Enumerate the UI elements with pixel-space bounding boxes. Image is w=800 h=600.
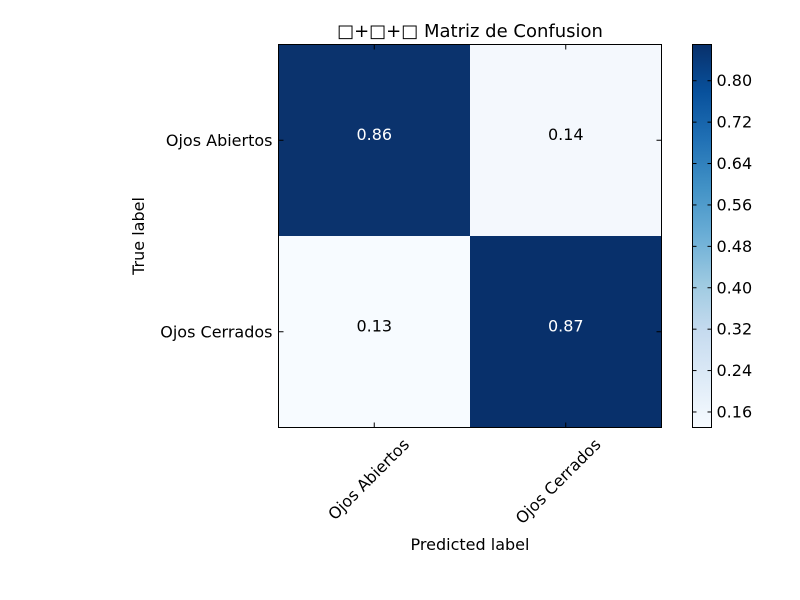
colorbar-tick-label: 0.72 — [717, 113, 753, 132]
colorbar-tick-label: 0.48 — [717, 237, 753, 256]
colorbar-tick-label: 0.24 — [717, 361, 753, 380]
heatmap-cell — [278, 236, 470, 428]
colorbar-tick-label: 0.32 — [717, 320, 753, 339]
y-ticks: Ojos Abiertos Ojos Cerrados — [160, 131, 662, 341]
colorbar-gradient — [692, 44, 712, 428]
colorbar-tick-label: 0.56 — [717, 195, 753, 214]
y-tick-label: Ojos Abiertos — [166, 131, 273, 150]
cell-value-label: 0.87 — [548, 316, 584, 335]
cell-value-label: 0.13 — [356, 316, 392, 335]
heatmap-cell — [470, 236, 662, 428]
x-tick-label: Ojos Abiertos — [324, 435, 413, 524]
chart-title: □+□+□ Matriz de Confusion — [337, 21, 603, 42]
y-tick-label: Ojos Cerrados — [160, 322, 272, 341]
colorbar-ticks: 0.16 0.24 0.32 0.40 0.48 0.56 0.64 0.72 0.80 — [692, 71, 753, 421]
colorbar-tick-label: 0.40 — [717, 278, 753, 297]
colorbar-tick-label: 0.80 — [717, 71, 753, 90]
cell-value-label: 0.86 — [356, 125, 392, 144]
heatmap-cells: 0.86 0.14 0.13 0.87 — [278, 44, 662, 428]
heatmap-cell — [278, 44, 470, 236]
x-tick-label: Ojos Cerrados — [512, 435, 605, 528]
colorbar-tick-label: 0.64 — [717, 154, 753, 173]
x-axis-label: Predicted label — [411, 535, 530, 554]
cell-value-label: 0.14 — [548, 125, 584, 144]
heatmap-cell — [470, 44, 662, 236]
colorbar: 0.16 0.24 0.32 0.40 0.48 0.56 0.64 0.72 0.80 — [692, 44, 753, 428]
plot-frame — [278, 44, 662, 428]
colorbar-tick-label: 0.16 — [717, 402, 753, 421]
y-axis-label: True label — [129, 197, 148, 276]
